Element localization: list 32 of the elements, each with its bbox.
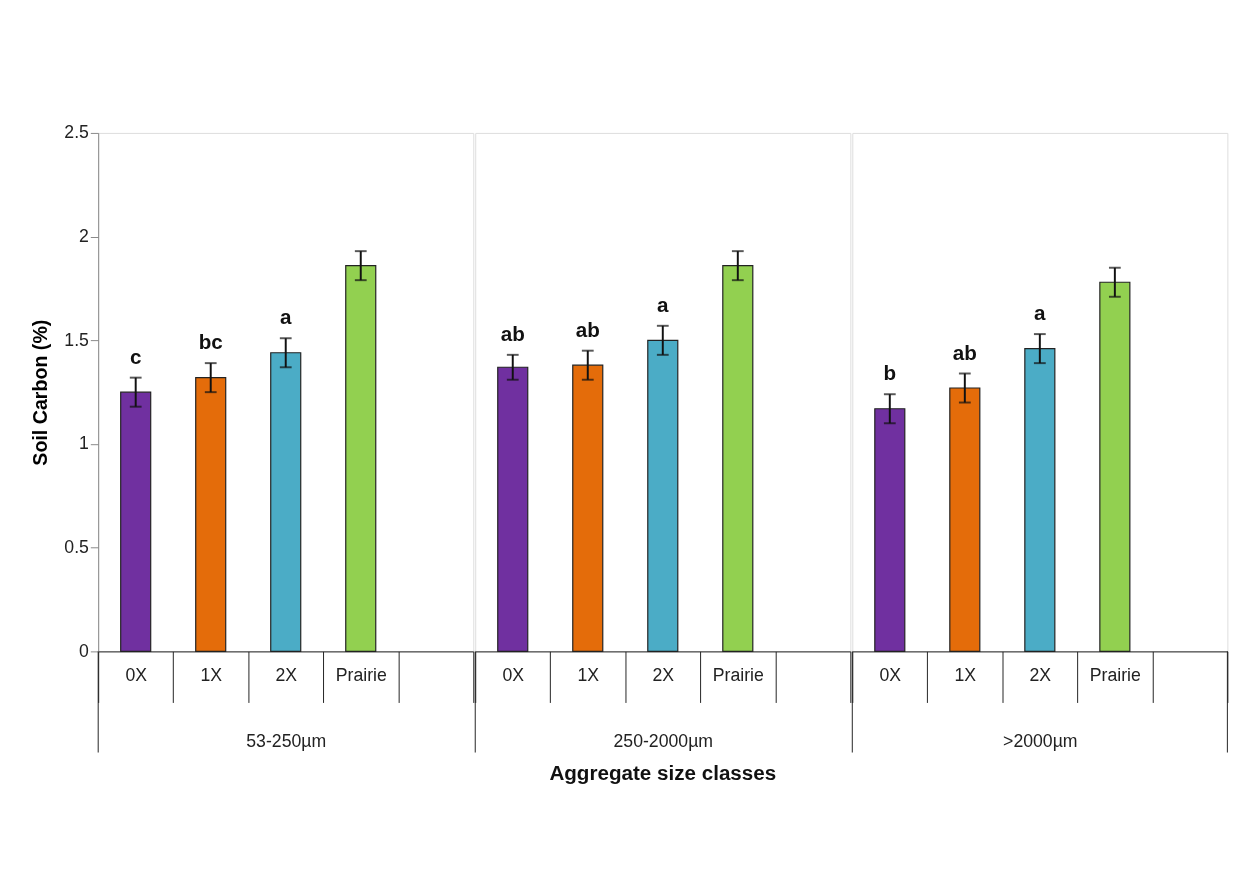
x-tick-label: 1X <box>577 665 600 686</box>
x-tick-label: 2X <box>1029 665 1052 686</box>
y-tick-label: 0 <box>79 640 90 661</box>
y-tick-label: 2 <box>79 226 89 247</box>
y-tick-label: 1 <box>79 433 89 454</box>
x-tick-label: 2X <box>652 665 675 686</box>
y-tick-label: 1.5 <box>64 329 90 350</box>
x-tick-label: 1X <box>954 665 977 686</box>
annotation: bc <box>198 330 223 354</box>
annotation: ab <box>952 340 977 364</box>
x-tick-label: 0X <box>502 665 525 686</box>
annotation: ab <box>500 322 525 346</box>
annotation: ab <box>575 317 600 341</box>
annotation: a <box>1034 301 1047 325</box>
x-axis-title: 53-250µm <box>246 730 327 751</box>
annotation: b <box>883 361 897 385</box>
x-axis-title: >2000µm <box>1003 730 1078 751</box>
x-axis-title: 250-2000µm <box>613 730 714 751</box>
x-tick-label: Prairie <box>335 665 387 686</box>
x-tick-label: 0X <box>879 665 902 686</box>
text: Aggregate size classes <box>549 761 777 785</box>
annotation: a <box>657 293 670 317</box>
y-tick-label: 0.5 <box>64 537 90 558</box>
x-tick-label: Prairie <box>1089 665 1142 686</box>
x-tick-label: Prairie <box>712 665 764 686</box>
y-tick-label: 2.5 <box>64 122 90 143</box>
annotation: c <box>129 344 142 368</box>
x-tick-label: 0X <box>125 665 148 686</box>
annotation: a <box>280 305 292 329</box>
x-tick-label: 1X <box>200 665 223 686</box>
x-tick-label: 2X <box>275 665 298 686</box>
y-axis-title: Soil Carbon (%) <box>28 319 51 466</box>
